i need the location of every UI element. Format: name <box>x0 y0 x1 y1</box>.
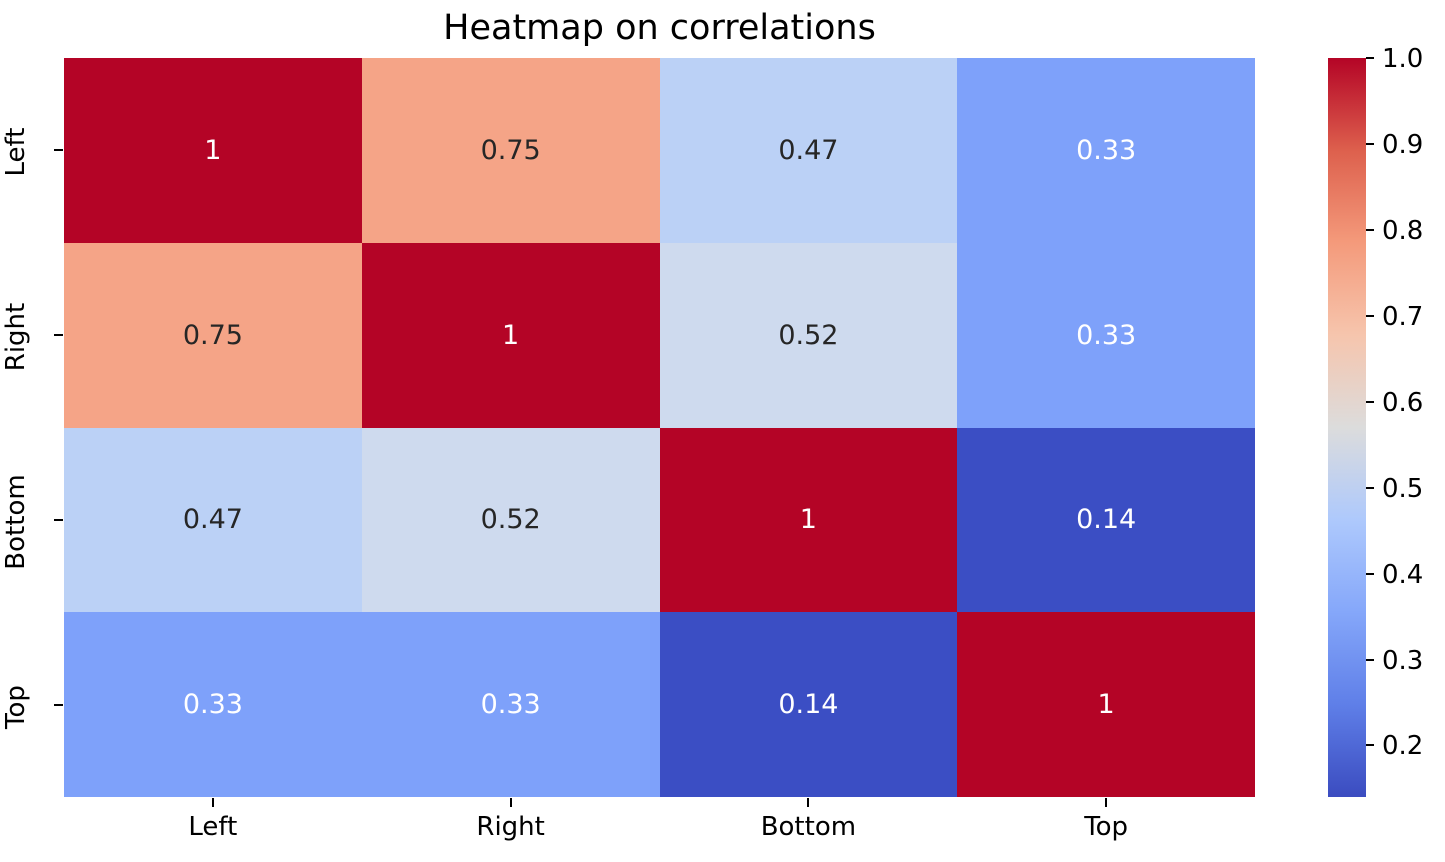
y-tick-label: Top <box>1 684 31 729</box>
heatmap-cell: 0.14 <box>659 612 958 797</box>
heatmap-cell: 1 <box>64 58 362 243</box>
heatmap-cell: 0.75 <box>361 58 660 243</box>
heatmap-cell: 0.75 <box>64 242 362 428</box>
y-tick-label: Right <box>1 302 31 372</box>
plot-title: Heatmap on correlations <box>443 8 876 48</box>
colorbar-tick-mark <box>1366 658 1374 661</box>
x-tick-label: Left <box>188 812 238 842</box>
heatmap-cell: 0.47 <box>64 427 362 613</box>
y-tick-mark <box>54 703 63 706</box>
colorbar-tick-label: 1.0 <box>1382 44 1424 74</box>
colorbar-tick-mark <box>1366 142 1374 145</box>
y-tick-mark <box>54 518 63 521</box>
heatmap-cell: 1 <box>957 612 1255 797</box>
heatmap-cell: 1 <box>659 427 958 613</box>
heatmap-cell: 0.52 <box>659 242 958 428</box>
x-tick-mark <box>211 798 214 807</box>
cell-annotation: 0.47 <box>778 134 839 166</box>
cell-annotation: 0.47 <box>182 504 243 536</box>
heatmap-cell: 0.52 <box>361 427 660 613</box>
cell-annotation: 0.52 <box>480 504 541 536</box>
cell-annotation: 0.14 <box>1076 504 1137 536</box>
y-tick-mark <box>54 334 63 337</box>
colorbar-tick-label: 0.4 <box>1382 559 1424 590</box>
colorbar-tick-mark <box>1366 572 1374 575</box>
cell-annotation: 0.52 <box>778 319 839 351</box>
heatmap-cell: 0.33 <box>64 612 362 797</box>
cell-annotation: 1 <box>799 504 817 536</box>
cell-annotation: 0.75 <box>182 319 243 351</box>
colorbar-tick-label: 0.2 <box>1382 731 1424 762</box>
colorbar-tick-mark <box>1366 400 1374 403</box>
x-tick-mark <box>807 798 810 807</box>
y-tick-label: Left <box>1 127 31 177</box>
cell-annotation: 0.33 <box>182 689 243 721</box>
heatmap-plot-area: 1 0.75 0.47 0.33 0.75 1 0.52 0.33 0.47 0.52 1 0.14 0… <box>64 58 1255 797</box>
cell-annotation: 1 <box>502 319 520 351</box>
cell-annotation: 0.14 <box>778 689 839 721</box>
heatmap-cell: 0.14 <box>957 427 1255 613</box>
heatmap-cell: 0.33 <box>957 58 1255 243</box>
cell-annotation: 0.33 <box>1076 319 1137 351</box>
colorbar-tick-label: 0.7 <box>1382 301 1424 332</box>
colorbar-tick-mark <box>1366 744 1374 747</box>
heatmap-cell: 0.47 <box>659 58 958 243</box>
colorbar-tick-mark <box>1366 57 1374 59</box>
colorbar-tick-label: 0.9 <box>1382 129 1424 160</box>
y-tick-label: Bottom <box>1 474 31 570</box>
x-tick-label: Bottom <box>760 812 857 842</box>
cell-annotation: 0.33 <box>1076 134 1137 166</box>
heatmap-cell: 1 <box>361 242 660 428</box>
colorbar-tick-mark <box>1366 314 1374 317</box>
colorbar-tick-label: 0.8 <box>1382 215 1424 246</box>
x-tick-mark <box>1105 798 1108 807</box>
colorbar-tick-label: 0.6 <box>1382 387 1424 418</box>
y-tick-mark <box>54 149 63 152</box>
colorbar-tick-mark <box>1366 228 1374 231</box>
colorbar-tick-mark <box>1366 486 1374 489</box>
heatmap-cell: 0.33 <box>361 612 660 797</box>
colorbar-tick-label: 0.3 <box>1382 645 1424 676</box>
x-tick-label: Top <box>1084 812 1129 842</box>
cell-annotation: 1 <box>204 134 222 166</box>
colorbar <box>1328 58 1366 797</box>
colorbar-tick-label: 0.5 <box>1382 473 1424 504</box>
x-tick-label: Right <box>476 812 545 842</box>
cell-annotation: 0.75 <box>480 134 541 166</box>
cell-annotation: 0.33 <box>480 689 541 721</box>
heatmap-cell: 0.33 <box>957 242 1255 428</box>
cell-annotation: 1 <box>1097 689 1115 721</box>
x-tick-mark <box>509 798 512 807</box>
